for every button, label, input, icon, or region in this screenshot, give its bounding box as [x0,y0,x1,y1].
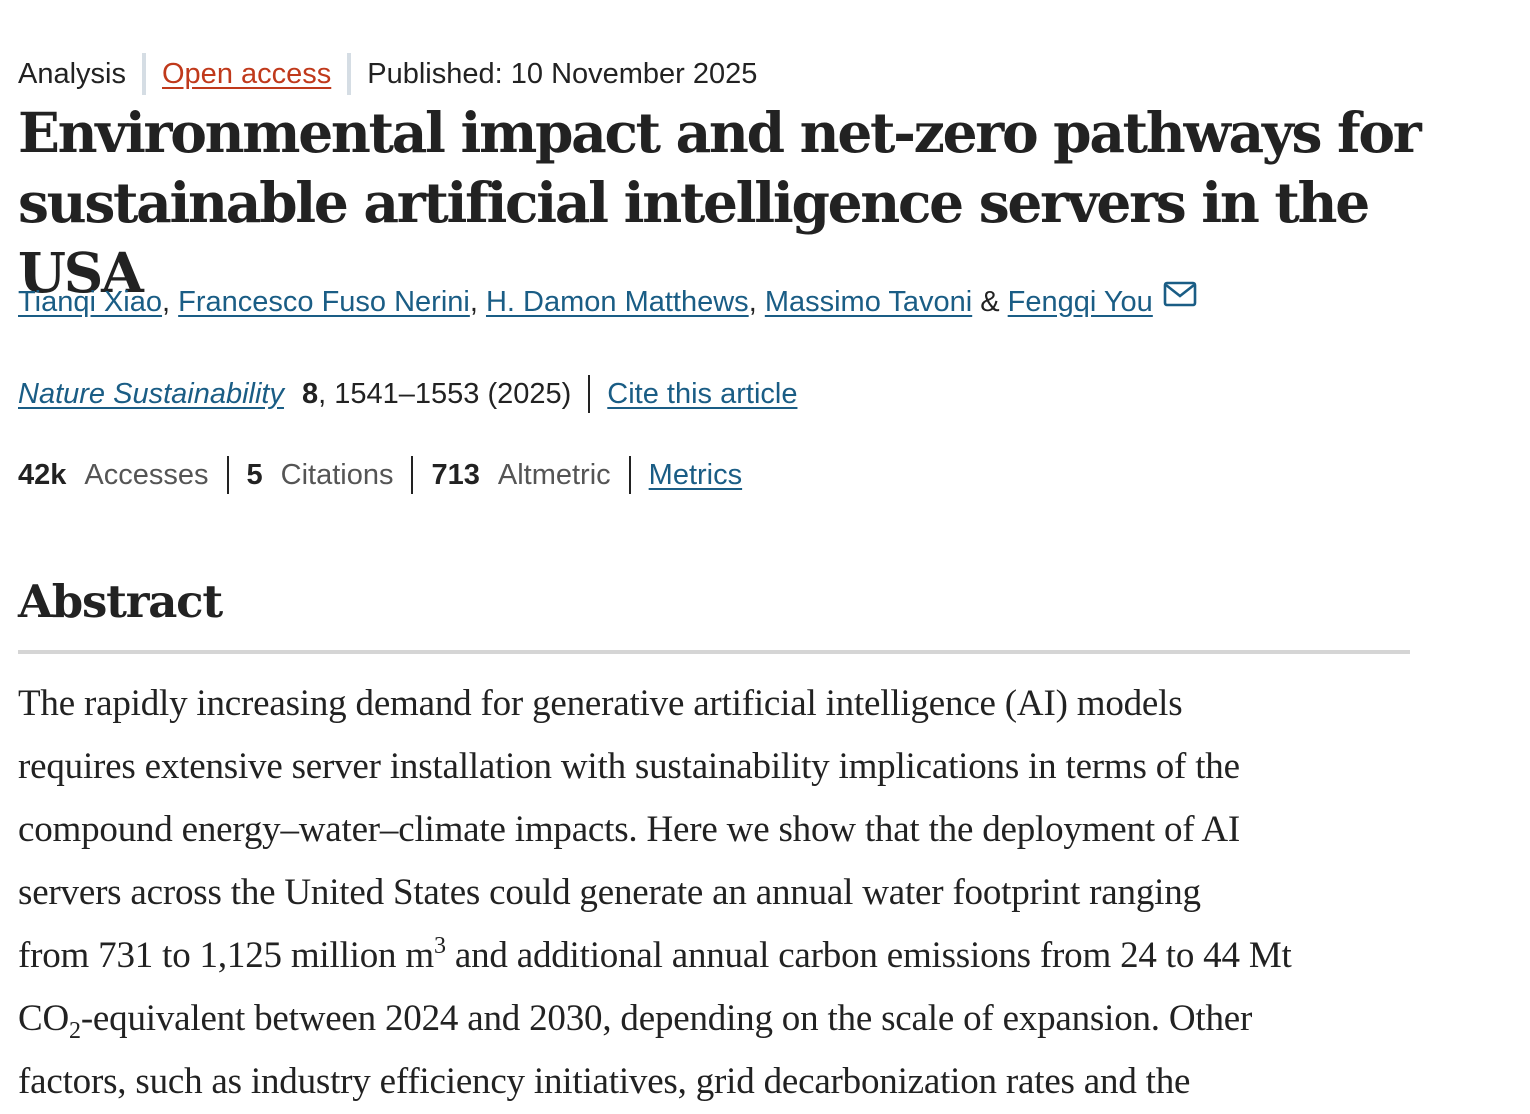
metrics-separator [226,456,229,494]
accesses-count: 42k [18,458,67,491]
accesses-label: Accesses [84,458,209,491]
author-list: Tianqi Xiao, Francesco Fuso Nerini, H. D… [18,281,1197,319]
article-title: Environmental impact and net-zero pathwa… [18,100,1422,305]
section-divider [18,650,1410,654]
meta-separator [347,53,352,95]
author-separator: , [469,285,486,318]
altmetric-score: 713 [431,458,480,491]
abstract-line: CO2-equivalent between 2024 and 2030, de… [18,987,1413,1050]
superscript: 3 [433,933,446,959]
author-separator: & [972,285,1008,318]
abstract-line: requires extensive server installation w… [18,746,1240,787]
metrics-separator [628,456,631,494]
author-separator: , [748,285,765,318]
author-link[interactable]: Tianqi Xiao [18,285,163,318]
cite-this-article-link[interactable]: Cite this article [607,377,798,410]
citations-count: 5 [246,458,263,491]
abstract-fragment: from 731 to 1,125 million m [18,935,434,976]
journal-link[interactable]: Nature Sustainability [18,377,284,410]
abstract-fragment: -equivalent between 2024 and 2030, depen… [80,998,1253,1039]
metrics-separator [411,456,414,494]
published-date: Published: 10 November 2025 [367,57,758,90]
abstract-line: The rapidly increasing demand for genera… [18,683,1183,724]
author-link[interactable]: Francesco Fuso Nerini [178,285,470,318]
abstract-text: The rapidly increasing demand for genera… [18,672,1413,1113]
author-link[interactable]: H. Damon Matthews [485,285,749,318]
abstract-fragment: CO [18,998,69,1039]
metrics-link[interactable]: Metrics [648,458,743,491]
article-type: Analysis [18,57,126,90]
citation-separator [588,375,591,413]
article-meta-row: Analysis Open access Published: 10 Novem… [18,53,758,95]
open-access-link[interactable]: Open access [162,57,332,90]
citation-row: Nature Sustainability 8, 1541–1553 (2025… [18,375,797,413]
volume-number: 8 [301,377,319,410]
meta-separator [142,53,146,95]
metrics-row: 42k Accesses 5 Citations 713 Altmetric M… [18,456,742,494]
abstract-heading: Abstract [18,575,223,628]
abstract-line: servers across the United States could g… [18,872,1201,913]
abstract-line: compound energy–water–climate impacts. H… [18,809,1241,850]
author-link[interactable]: Fengqi You [1007,285,1153,318]
abstract-fragment: and additional annual carbon emissions f… [445,935,1292,976]
citations-label: Citations [280,458,394,491]
abstract-line: from 731 to 1,125 million m3 and additio… [18,924,1413,987]
author-link[interactable]: Massimo Tavoni [764,285,973,318]
author-separator: , [162,285,179,318]
abstract-line: factors, such as industry efficiency ini… [18,1061,1191,1102]
subscript: 2 [69,1018,81,1044]
pages-year: , 1541–1553 (2025) [318,377,572,410]
mail-envelope-icon[interactable] [1163,281,1197,315]
altmetric-label: Altmetric [497,458,611,491]
